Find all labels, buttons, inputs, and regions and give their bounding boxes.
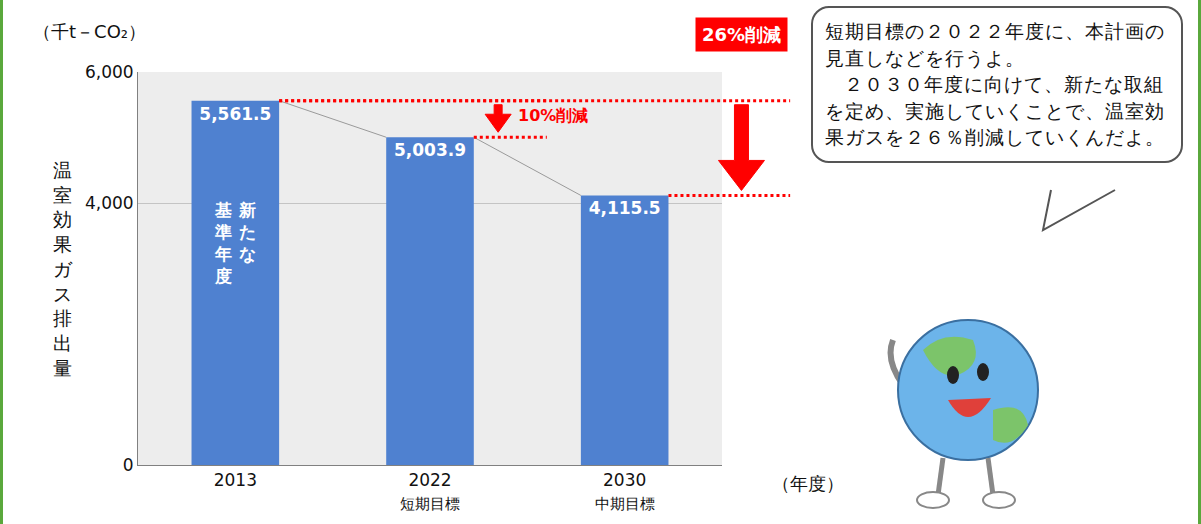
svg-text:6,000: 6,000 xyxy=(85,62,134,82)
svg-text:（年度）: （年度） xyxy=(772,473,844,494)
svg-text:26%削減: 26%削減 xyxy=(702,24,781,45)
svg-text:5,561.5: 5,561.5 xyxy=(199,104,271,124)
html-text:短期目標の２０２２年度に、本計画の見直しなどを行うよ。: 短期目標の２０２２年度に、本計画の見直しなどを行うよ。 xyxy=(825,20,1165,69)
svg-text:2022短期目標: 2022短期目標 xyxy=(400,470,460,512)
svg-text:4,000: 4,000 xyxy=(85,193,134,213)
svg-text:10%削減: 10%削減 xyxy=(518,106,588,125)
svg-text:温室効果ガス排出量: 温室効果ガス排出量 xyxy=(53,159,73,379)
svg-text:新たな: 新たな xyxy=(238,200,256,264)
svg-text:4,115.5: 4,115.5 xyxy=(589,198,661,218)
svg-text:2013: 2013 xyxy=(214,470,257,490)
svg-text:0: 0 xyxy=(123,455,134,475)
svg-text:2030中期目標: 2030中期目標 xyxy=(595,470,655,512)
svg-text:5,003.9: 5,003.9 xyxy=(394,140,466,160)
svg-text:（千t－CO₂）: （千t－CO₂） xyxy=(33,21,146,42)
svg-text:基準年度: 基準年度 xyxy=(214,200,232,286)
html-text:２０３０年度に向けて、新たな取組を定め、実施していくことで、: ２０３０年度に向けて、新たな取組を定め、実施していくことで、温室効果ガスを２６％… xyxy=(825,73,1165,149)
